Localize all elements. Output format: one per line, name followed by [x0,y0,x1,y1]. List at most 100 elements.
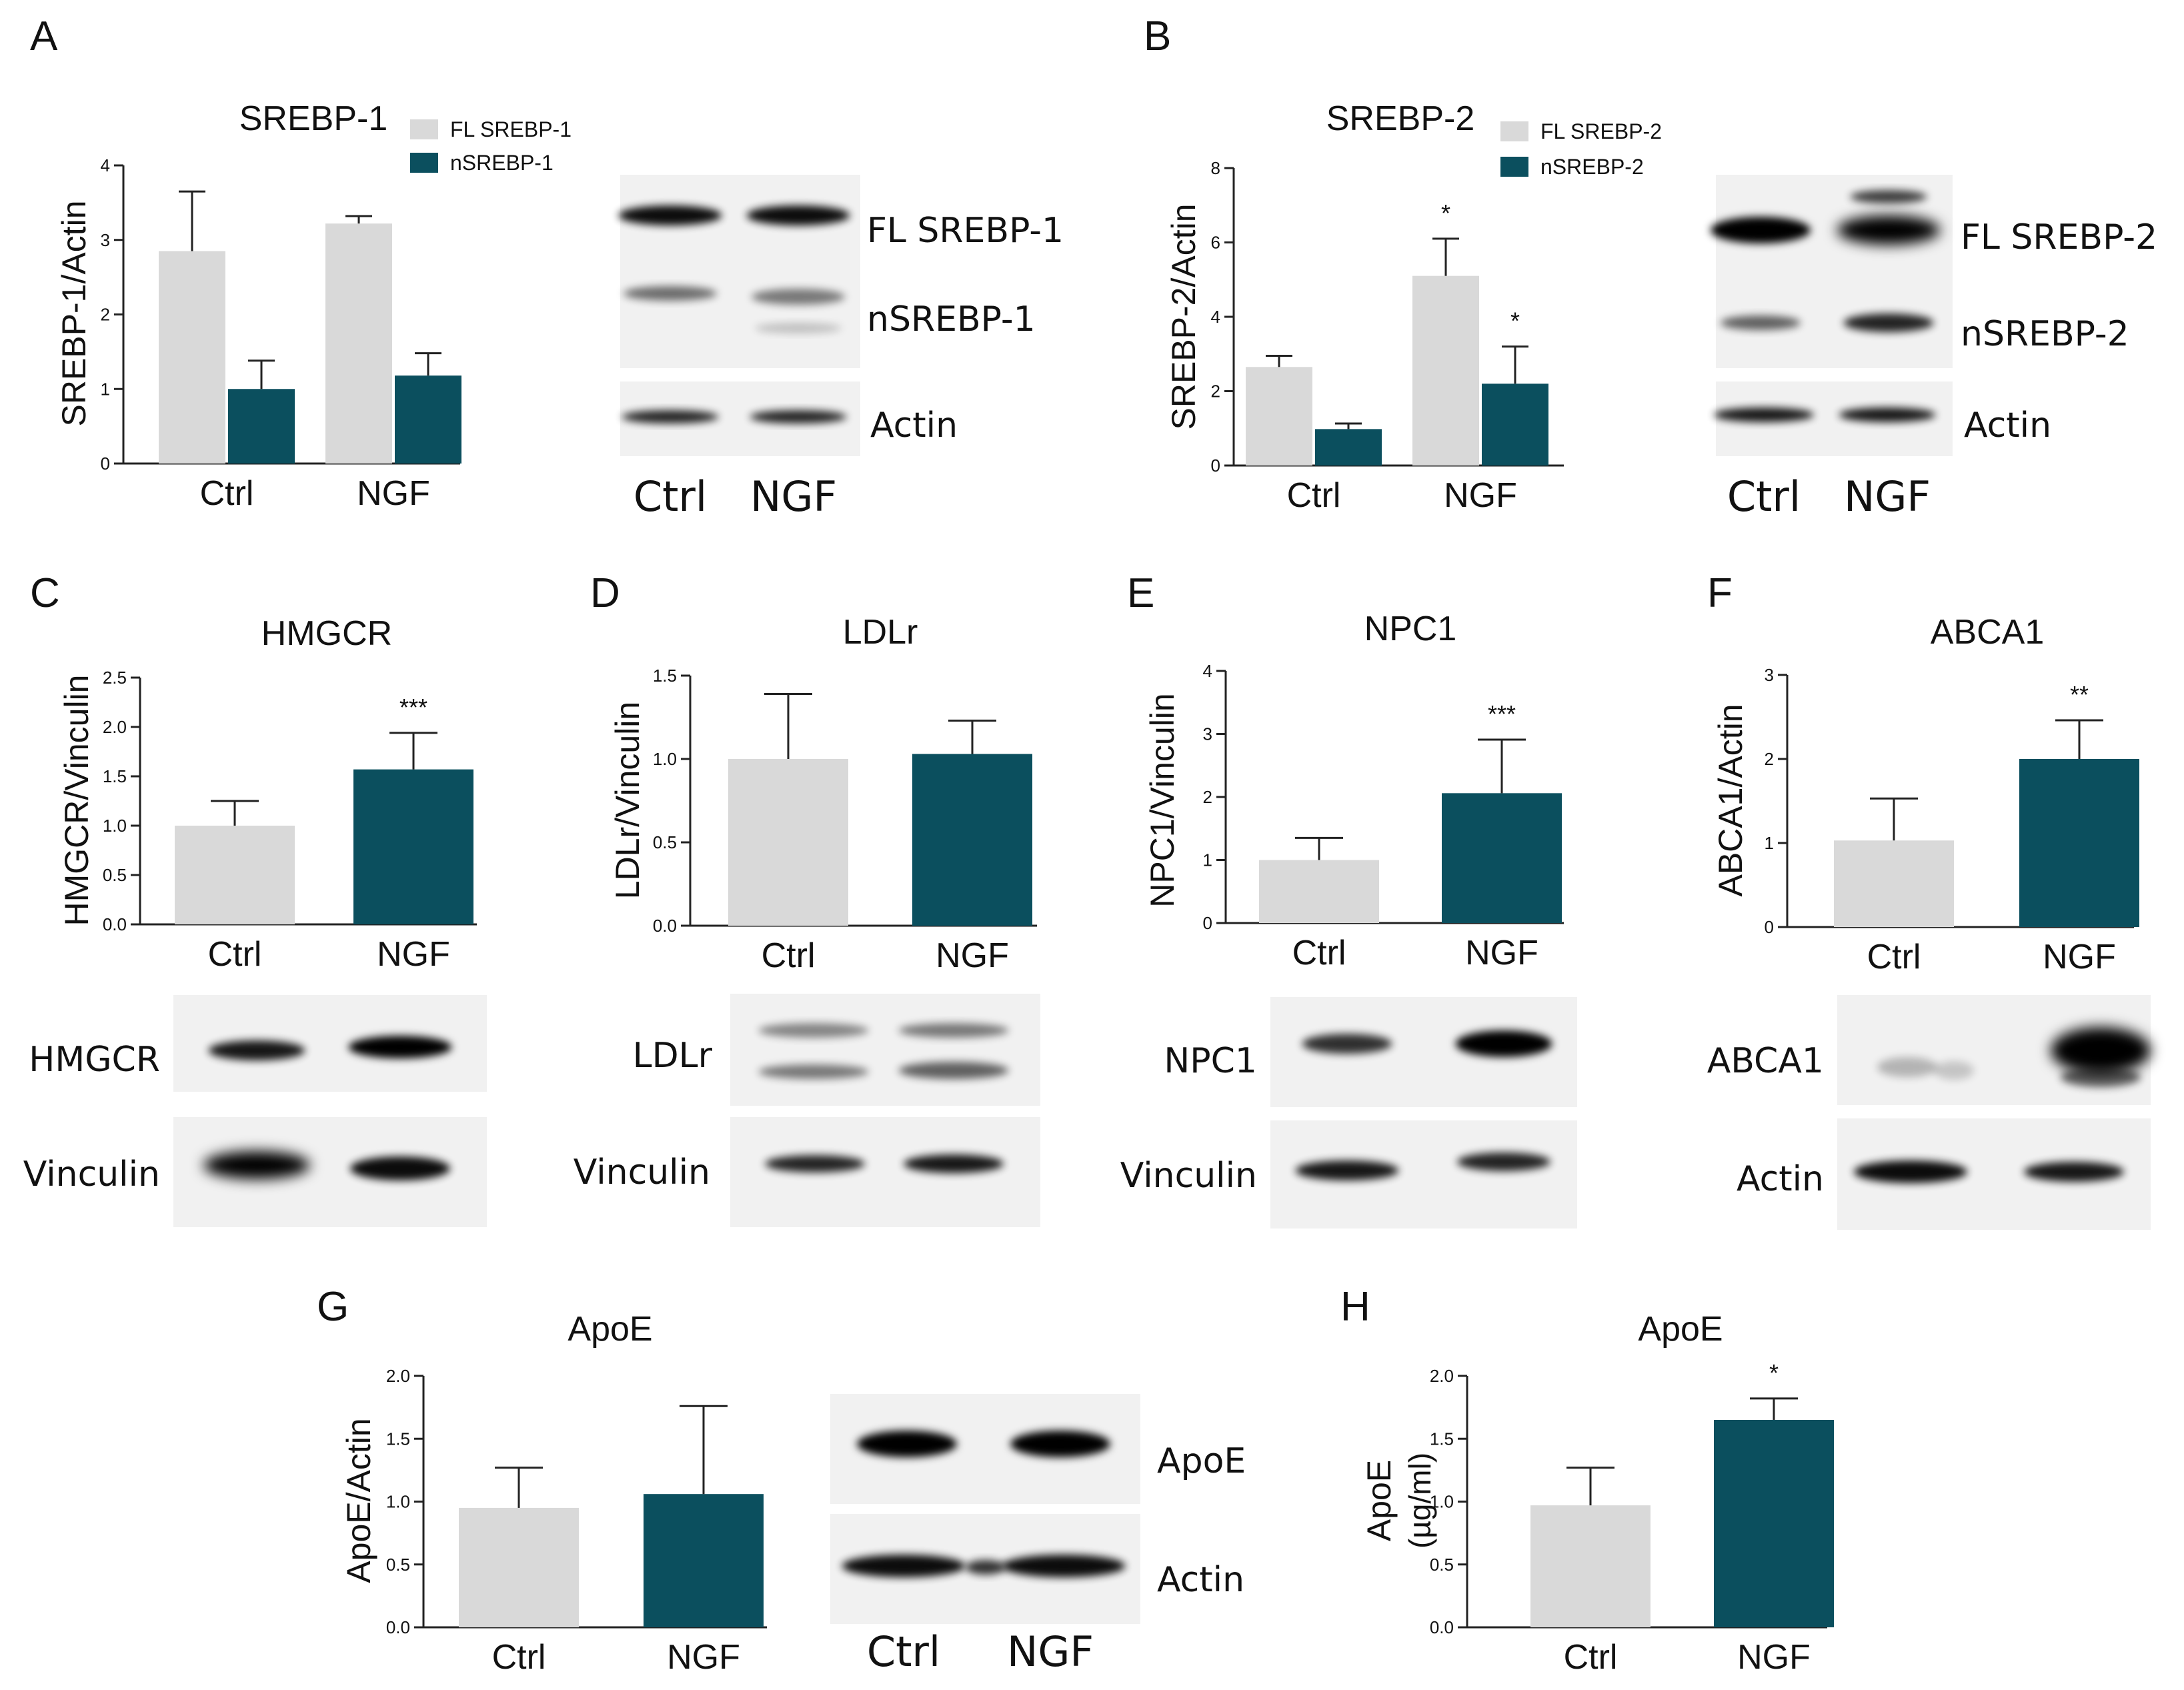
chart-panel-a: A SREBP-1 0 1 2 3 4 SREBP-1/Actin Ctrl NGF FL SREB… [30,13,572,513]
y-tick-label: 1 [101,379,110,399]
significance-label: ** [2070,681,2089,708]
bar [353,769,473,924]
chart-title: SREBP-2 [1326,99,1475,138]
y-tick-label: 0.0 [103,914,127,934]
blot-lane-label: Ctrl [867,1627,940,1676]
blot-lane-label: Ctrl [1727,472,1801,521]
blot-band [622,410,719,424]
western-blot-f-blot: ABCA1 Actin [1707,995,2151,1230]
legend-entry: nSREBP-1 [450,151,554,175]
bar [459,1507,579,1627]
y-tick-label: 2 [101,305,110,325]
y-axis-label: ApoE/Actin [340,1418,377,1583]
blot-band [1714,407,1814,422]
legend-entry: FL SREBP-2 [1540,119,1662,143]
y-tick-label: 1.5 [653,666,677,686]
bar [1442,793,1562,923]
blot-band [904,1154,1004,1173]
y-tick-label: 0 [101,454,110,474]
y-axis-label: LDLr/Vinculin [609,702,646,899]
y-axis-label: SREBP-2/Actin [1165,203,1202,430]
blot-band [1721,315,1801,330]
x-tick-label: NGF [377,935,450,974]
blot-band [755,323,842,333]
blot-band [1302,1034,1392,1054]
blot-band [1002,1555,1126,1577]
y-tick-label: 1.0 [1430,1492,1454,1512]
western-blot-g-blot: ApoE Actin Ctrl NGF [830,1394,1246,1676]
blot-membrane [620,175,860,368]
panel-letter: B [1144,13,1171,59]
blot-band [898,1023,1009,1038]
x-tick-label: Ctrl [1867,938,1921,976]
bar [1834,840,1954,927]
bar [159,251,225,464]
chart-title: ApoE [1638,1310,1723,1349]
bar [175,826,295,924]
significance-label: *** [1488,700,1516,728]
blot-row-label: Vinculin [574,1152,710,1192]
blot-row-label: NPC1 [1164,1041,1257,1081]
bar [1714,1419,1834,1627]
y-tick-label: 2.0 [386,1366,410,1386]
western-blot-e-blot: NPC1 Vinculin [1120,997,1577,1228]
y-tick-label: 4 [101,155,110,175]
blot-band [1934,1061,1974,1080]
blot-row-label: ApoE [1157,1441,1246,1481]
y-tick-label: 0 [1765,917,1774,937]
chart-title: HMGCR [261,614,392,653]
y-tick-label: 1.0 [103,816,127,836]
y-tick-label: 6 [1211,233,1220,253]
y-tick-label: 0 [1203,913,1212,933]
chart-title: ABCA1 [1931,613,2045,652]
bar [395,375,461,464]
blot-band [208,1040,305,1060]
blot-band [1843,313,1934,332]
chart-panel-f: F ABCA1 0 1 2 3 ABCA1/Actin Ctrl NGF ** [1707,570,2139,976]
blot-row-label: Actin [1157,1560,1244,1600]
panel-letter: F [1707,570,1733,616]
y-axis-label: NPC1/Vinculin [1144,693,1181,907]
legend-swatch [410,119,438,139]
chart-panel-g: G ApoE 0.0 0.5 1.0 1.5 2.0 ApoE/Actin Ctrl NGF [317,1284,767,1677]
panel-letter: H [1340,1284,1370,1330]
y-axis-unit: (µg/ml) [1402,1453,1437,1549]
bar [912,754,1032,926]
chart-panel-d: D LDLr 0.0 0.5 1.0 1.5 LDLr/Vinculin Ctrl NGF [590,570,1037,975]
y-axis-label: ABCA1/Actin [1712,704,1749,896]
y-tick-label: 0.0 [1430,1617,1454,1637]
x-tick-label: NGF [357,474,430,513]
blot-lane-label: NGF [1007,1627,1094,1676]
x-tick-label: Ctrl [1292,934,1346,972]
blot-band [1455,1030,1552,1057]
blot-band [2024,1162,2124,1182]
y-axis-label: SREBP-1/Actin [55,200,93,426]
blot-row-label: HMGCR [29,1040,160,1080]
significance-label: * [1769,1359,1779,1387]
bar [1315,429,1382,466]
y-tick-label: 2.0 [1430,1366,1454,1386]
blot-row-label: Actin [1964,405,2051,446]
legend-entry: FL SREBP-1 [450,117,572,141]
blot-band [203,1151,310,1179]
blot-band [752,289,845,305]
y-tick-label: 1.5 [103,766,127,786]
blot-row-label: FL SREBP-2 [1961,217,2157,257]
blot-band [758,1064,869,1079]
blot-row-label: ABCA1 [1707,1041,1824,1081]
chart-panel-c: C HMGCR 0.0 0.5 1.0 1.5 2.0 2.5 HMGCR/Vinculin Ct… [30,570,477,974]
y-tick-label: 1 [1765,833,1774,853]
bar [1530,1505,1651,1627]
y-axis-label: ApoE [1360,1460,1398,1541]
x-tick-label: NGF [1737,1638,1811,1677]
y-tick-label: 2 [1765,749,1774,769]
x-tick-label: Ctrl [762,936,816,975]
chart-title: NPC1 [1364,610,1457,648]
blot-band [1877,1057,1937,1077]
blot-band [624,286,717,301]
y-tick-label: 2 [1211,381,1220,401]
y-tick-label: 2.5 [103,668,127,688]
